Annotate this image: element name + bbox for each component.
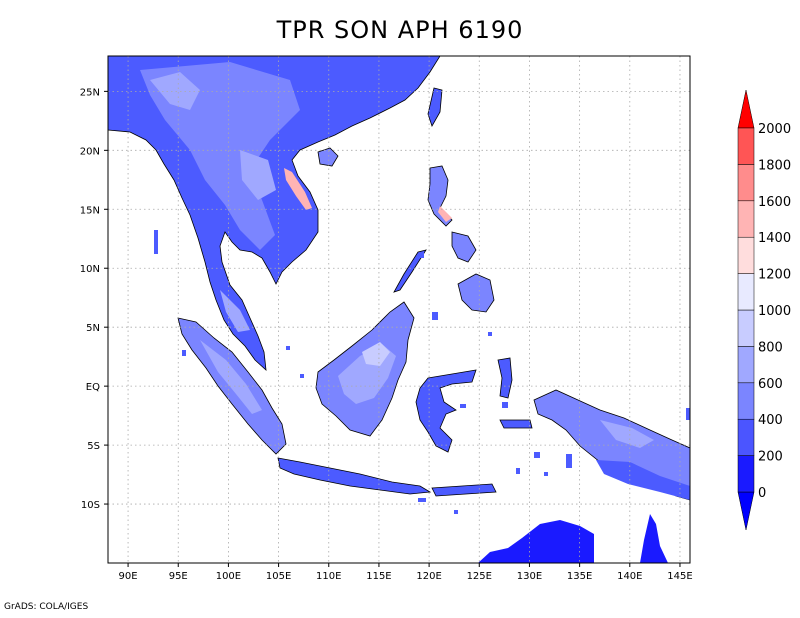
landmass-halmahera xyxy=(497,357,513,399)
lat-tick-label: 20N xyxy=(80,146,100,157)
map-title: TPR SON APH 6190 xyxy=(276,16,524,44)
colorbar-segment xyxy=(737,273,755,311)
colorbar: 0 200 400 600 800 1000 1200 1400 1600 1800 2000 xyxy=(737,89,791,531)
colorbar-segment xyxy=(737,455,755,493)
colorbar-segment xyxy=(737,346,755,384)
lon-tick-label: 100E xyxy=(216,571,241,582)
colorbar-under-triangle xyxy=(737,491,755,531)
land-shading-borneo-light xyxy=(362,342,390,366)
colorbar-over-triangle xyxy=(737,89,755,129)
landmass-visayas xyxy=(451,231,477,263)
lat-tick-label: 5S xyxy=(87,441,100,452)
lon-tick-label: 110E xyxy=(316,571,341,582)
lat-tick-label: 25N xyxy=(80,87,100,98)
lat-tick-label: 15N xyxy=(80,205,100,216)
colorbar-label: 800 xyxy=(758,340,783,355)
latitude-axis: 25N 20N 15N 10N 5N EQ 5S 10S xyxy=(80,87,108,511)
landmass-sulawesi xyxy=(415,369,477,453)
landmass-cape-york xyxy=(640,514,668,563)
colorbar-label: 1000 xyxy=(758,304,791,319)
colorbar-segment xyxy=(737,309,755,347)
landmass-luzon xyxy=(427,165,453,227)
lat-tick-label: 10N xyxy=(80,264,100,275)
lon-tick-label: 140E xyxy=(617,571,642,582)
lon-tick-label: 135E xyxy=(567,571,592,582)
colorbar-segment xyxy=(737,127,755,165)
land-shading-sumatra xyxy=(200,340,262,414)
lat-tick-label: 10S xyxy=(81,500,100,511)
lon-tick-label: 115E xyxy=(366,571,391,582)
longitude-axis: 90E 95E 100E 105E 110E 115E 120E 125E 130E 135E 14… xyxy=(119,563,693,582)
colorbar-label: 1400 xyxy=(758,231,791,246)
colorbar-segment xyxy=(737,236,755,274)
landmass-lesser-sundas xyxy=(431,483,497,497)
colorbar-label: 1800 xyxy=(758,158,791,173)
landmass-palawan xyxy=(393,249,427,293)
small-islands xyxy=(154,230,690,514)
colorbar-label: 0 xyxy=(758,486,766,501)
colorbar-segment xyxy=(737,164,755,202)
colorbar-label: 1200 xyxy=(758,268,791,283)
lon-tick-label: 130E xyxy=(517,571,542,582)
colorbar-label: 2000 xyxy=(758,122,791,137)
high-precip-luzon xyxy=(438,206,452,222)
lat-tick-label: EQ xyxy=(86,382,100,393)
high-precip-annamite xyxy=(284,168,312,210)
plot-frame xyxy=(107,55,691,564)
landmass-java xyxy=(277,457,432,495)
landmass-taiwan xyxy=(427,87,443,127)
land-shading-new-guinea xyxy=(596,460,690,500)
colorbar-segment xyxy=(737,200,755,238)
landmass-mindanao xyxy=(457,273,495,313)
colorbar-label: 200 xyxy=(758,450,783,465)
colorbar-label: 1600 xyxy=(758,195,791,210)
landmass-australia-north xyxy=(478,520,594,563)
landmass-hainan xyxy=(317,147,339,167)
land-shading-mid xyxy=(140,62,300,250)
colorbar-segment xyxy=(737,382,755,420)
lon-tick-label: 105E xyxy=(266,571,291,582)
lon-tick-label: 145E xyxy=(667,571,692,582)
land-shading-new-guinea-light xyxy=(600,420,654,448)
colorbar-segment xyxy=(737,418,755,456)
lat-tick-label: 5N xyxy=(86,323,100,334)
colorbar-label: 600 xyxy=(758,377,783,392)
lon-tick-label: 95E xyxy=(169,571,188,582)
lon-tick-label: 120E xyxy=(416,571,441,582)
lon-tick-label: 90E xyxy=(119,571,138,582)
gridlines xyxy=(108,56,690,563)
colorbar-label: 400 xyxy=(758,413,783,428)
landmass-seram xyxy=(499,419,533,429)
lon-tick-label: 125E xyxy=(467,571,492,582)
footer-credit: GrADS: COLA/IGES xyxy=(4,602,89,612)
